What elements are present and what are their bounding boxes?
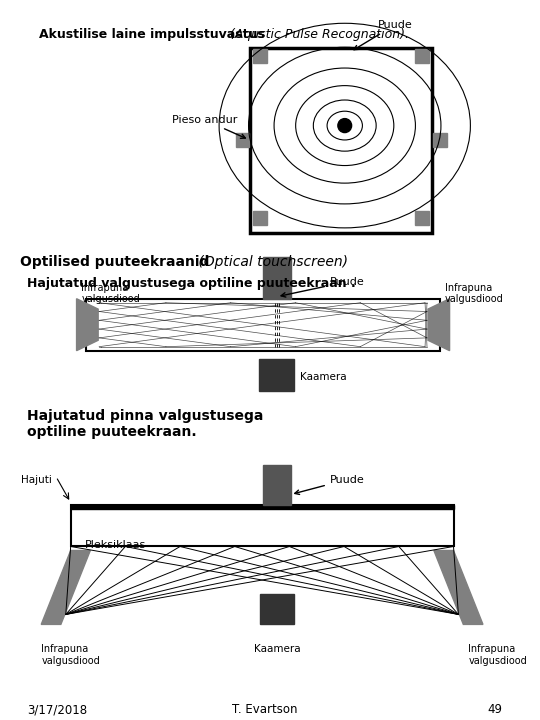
Text: Puude: Puude (354, 20, 412, 50)
Text: T. Evartson: T. Evartson (232, 703, 298, 716)
Bar (415, 49, 429, 63)
Text: Kaamera: Kaamera (253, 644, 300, 654)
Bar (263, 464, 291, 505)
Bar (260, 595, 294, 624)
Text: (Aqustic Pulse Recognation).: (Aqustic Pulse Recognation). (226, 28, 409, 41)
Text: Hajutatud pinna valgustusega
optiline puuteekraan.: Hajutatud pinna valgustusega optiline pu… (28, 409, 264, 438)
Text: Hajutatud valgustusega optiline puuteekraan .: Hajutatud valgustusega optiline puuteekr… (28, 276, 356, 289)
Polygon shape (428, 299, 450, 351)
Polygon shape (77, 299, 98, 351)
Text: Infrapuna
valgusdiood: Infrapuna valgusdiood (82, 283, 140, 305)
Text: Optilised puuteekraanid: Optilised puuteekraanid (19, 255, 209, 269)
Polygon shape (434, 551, 483, 624)
Bar (71, 505, 454, 508)
Text: Puude: Puude (281, 276, 364, 297)
Bar (415, 211, 429, 225)
Text: Infrapuna
valgusdiood: Infrapuna valgusdiood (444, 283, 503, 305)
Text: Hajuti: Hajuti (21, 474, 52, 485)
Bar (251, 48, 432, 233)
Text: (Optical touchscreen): (Optical touchscreen) (194, 255, 348, 269)
Text: Puude: Puude (295, 474, 364, 495)
Text: Infrapuna
valgusdiood: Infrapuna valgusdiood (468, 644, 527, 666)
Bar (263, 257, 291, 299)
Bar (235, 133, 249, 147)
Bar (259, 359, 294, 391)
Bar (253, 49, 267, 63)
Text: 3/17/2018: 3/17/2018 (28, 703, 87, 716)
Bar (433, 133, 447, 147)
Text: Akustilise laine impulsstuvastus: Akustilise laine impulsstuvastus (39, 28, 265, 41)
Text: Pieso andur: Pieso andur (172, 115, 245, 138)
Circle shape (338, 119, 352, 132)
Bar (253, 211, 267, 225)
Text: Kaamera: Kaamera (300, 372, 347, 382)
Text: Pleksiklaas: Pleksiklaas (84, 541, 146, 551)
Text: Infrapuna
valgusdiood: Infrapuna valgusdiood (41, 644, 100, 666)
Polygon shape (41, 551, 90, 624)
Bar (86, 299, 440, 351)
Text: 49: 49 (488, 703, 503, 716)
Bar (71, 505, 454, 546)
